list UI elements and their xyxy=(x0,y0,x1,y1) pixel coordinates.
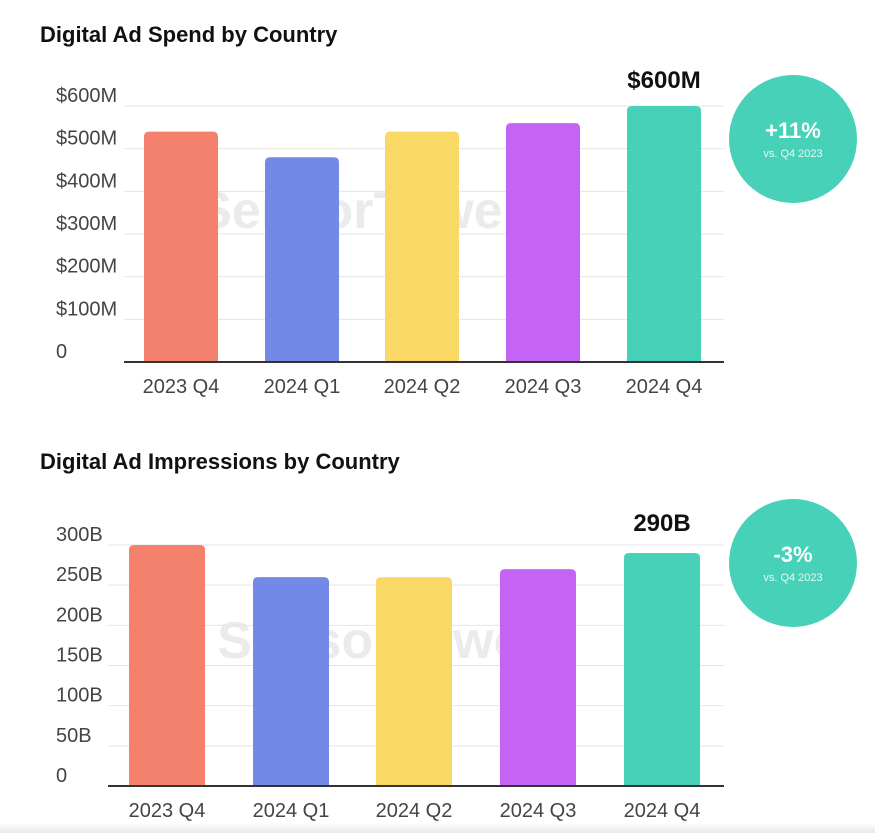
y-tick-label: 0 xyxy=(56,341,67,363)
change-badge: -3% vs. Q4 2023 xyxy=(729,499,857,627)
ad-impressions-plot: SensorTower050B100B150B200B250B300B2023 … xyxy=(56,510,724,822)
badge-value: +11% xyxy=(765,117,821,143)
chart-title: Digital Ad Spend by Country xyxy=(40,22,338,47)
ad-spend-plot: SensorTower 0 $100M $200M $300M $400M $500M $60… xyxy=(56,67,724,398)
change-badge: +11% vs. Q4 2023 xyxy=(729,75,857,203)
y-tick-label: $400M xyxy=(56,170,117,192)
x-tick-label: 2023 Q4 xyxy=(129,800,206,822)
bar xyxy=(385,131,459,362)
bar xyxy=(506,123,580,362)
x-tick-label: 2024 Q2 xyxy=(384,376,461,398)
y-tick-label: 50B xyxy=(56,725,92,747)
value-callout: $600M xyxy=(627,67,700,94)
y-tick-label: 100B xyxy=(56,685,103,707)
chart-title: Digital Ad Impressions by Country xyxy=(40,449,400,474)
badge-caption: vs. Q4 2023 xyxy=(763,148,823,161)
badge-value: -3% xyxy=(773,541,813,567)
y-tick-label: 150B xyxy=(56,645,103,667)
x-tick-label: 2024 Q1 xyxy=(264,376,341,398)
y-tick-label: $600M xyxy=(56,85,117,107)
bar xyxy=(265,157,339,362)
x-tick-label: 2024 Q4 xyxy=(624,800,701,822)
bar xyxy=(627,106,701,362)
footer-fade xyxy=(0,823,875,833)
y-tick-label: 250B xyxy=(56,564,103,586)
bar xyxy=(500,569,576,786)
y-tick-label: 0 xyxy=(56,765,67,787)
bar xyxy=(144,131,218,362)
badge-caption: vs. Q4 2023 xyxy=(763,572,823,585)
x-tick-label: 2023 Q4 xyxy=(143,376,220,398)
x-tick-label: 2024 Q4 xyxy=(626,376,703,398)
watermark-text: SensorTower xyxy=(197,182,523,240)
x-tick-label: 2024 Q2 xyxy=(376,800,453,822)
x-tick-label: 2024 Q3 xyxy=(505,376,582,398)
x-tick-label: 2024 Q1 xyxy=(253,800,330,822)
ad-impressions-chart: Digital Ad Impressions by Country Sensor… xyxy=(0,425,875,825)
ad-spend-chart: Digital Ad Spend by Country SensorTower 0… xyxy=(40,22,857,398)
bar xyxy=(129,545,205,786)
bar xyxy=(624,553,700,786)
y-tick-label: $500M xyxy=(56,128,117,150)
bar xyxy=(253,577,329,786)
y-tick-label: $200M xyxy=(56,256,117,278)
x-tick-label: 2024 Q3 xyxy=(500,800,577,822)
y-tick-label: 200B xyxy=(56,604,103,626)
y-tick-label: 300B xyxy=(56,524,103,546)
bar xyxy=(376,577,452,786)
y-tick-label: $300M xyxy=(56,213,117,235)
y-tick-label: $100M xyxy=(56,298,117,320)
value-callout: 290B xyxy=(633,510,690,537)
